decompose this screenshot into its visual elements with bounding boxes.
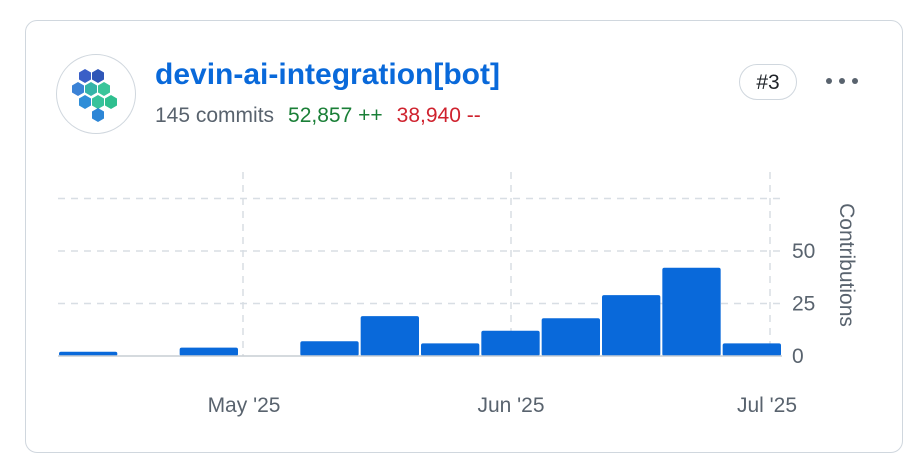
bar-4[interactable] — [300, 341, 359, 356]
commit-count: 145 commits — [155, 104, 275, 127]
bar-0[interactable] — [59, 351, 118, 356]
bar-5[interactable] — [360, 316, 419, 356]
x-tick-label: May '25 — [208, 394, 281, 417]
y-tick-label: 0 — [792, 345, 804, 368]
y-axis-label: Contributions — [835, 203, 858, 327]
rank-badge: #3 — [739, 64, 797, 100]
bar-8[interactable] — [541, 318, 600, 356]
avatar[interactable] — [56, 54, 136, 134]
kebab-horizontal-icon[interactable] — [820, 66, 864, 96]
deletions-count: 38,940 -- — [396, 104, 481, 127]
bar-10[interactable] — [662, 267, 721, 356]
y-tick-label: 25 — [792, 293, 815, 316]
hexagon-cluster-logo-icon — [72, 69, 117, 122]
contributor-name-link[interactable]: devin-ai-integration[bot] — [155, 58, 500, 91]
additions-count: 52,857 ++ — [288, 104, 383, 127]
bar-6[interactable] — [421, 343, 480, 356]
bar-2[interactable] — [179, 347, 238, 356]
contributor-stats: 145 commits 52,857 ++ 38,940 -- — [155, 104, 481, 128]
y-tick-label: 50 — [792, 240, 815, 263]
x-tick-label: Jun '25 — [477, 394, 544, 417]
bar-11[interactable] — [722, 343, 781, 356]
x-tick-label: Jul '25 — [737, 394, 797, 417]
bar-7[interactable] — [481, 330, 540, 356]
bar-9[interactable] — [602, 295, 661, 356]
